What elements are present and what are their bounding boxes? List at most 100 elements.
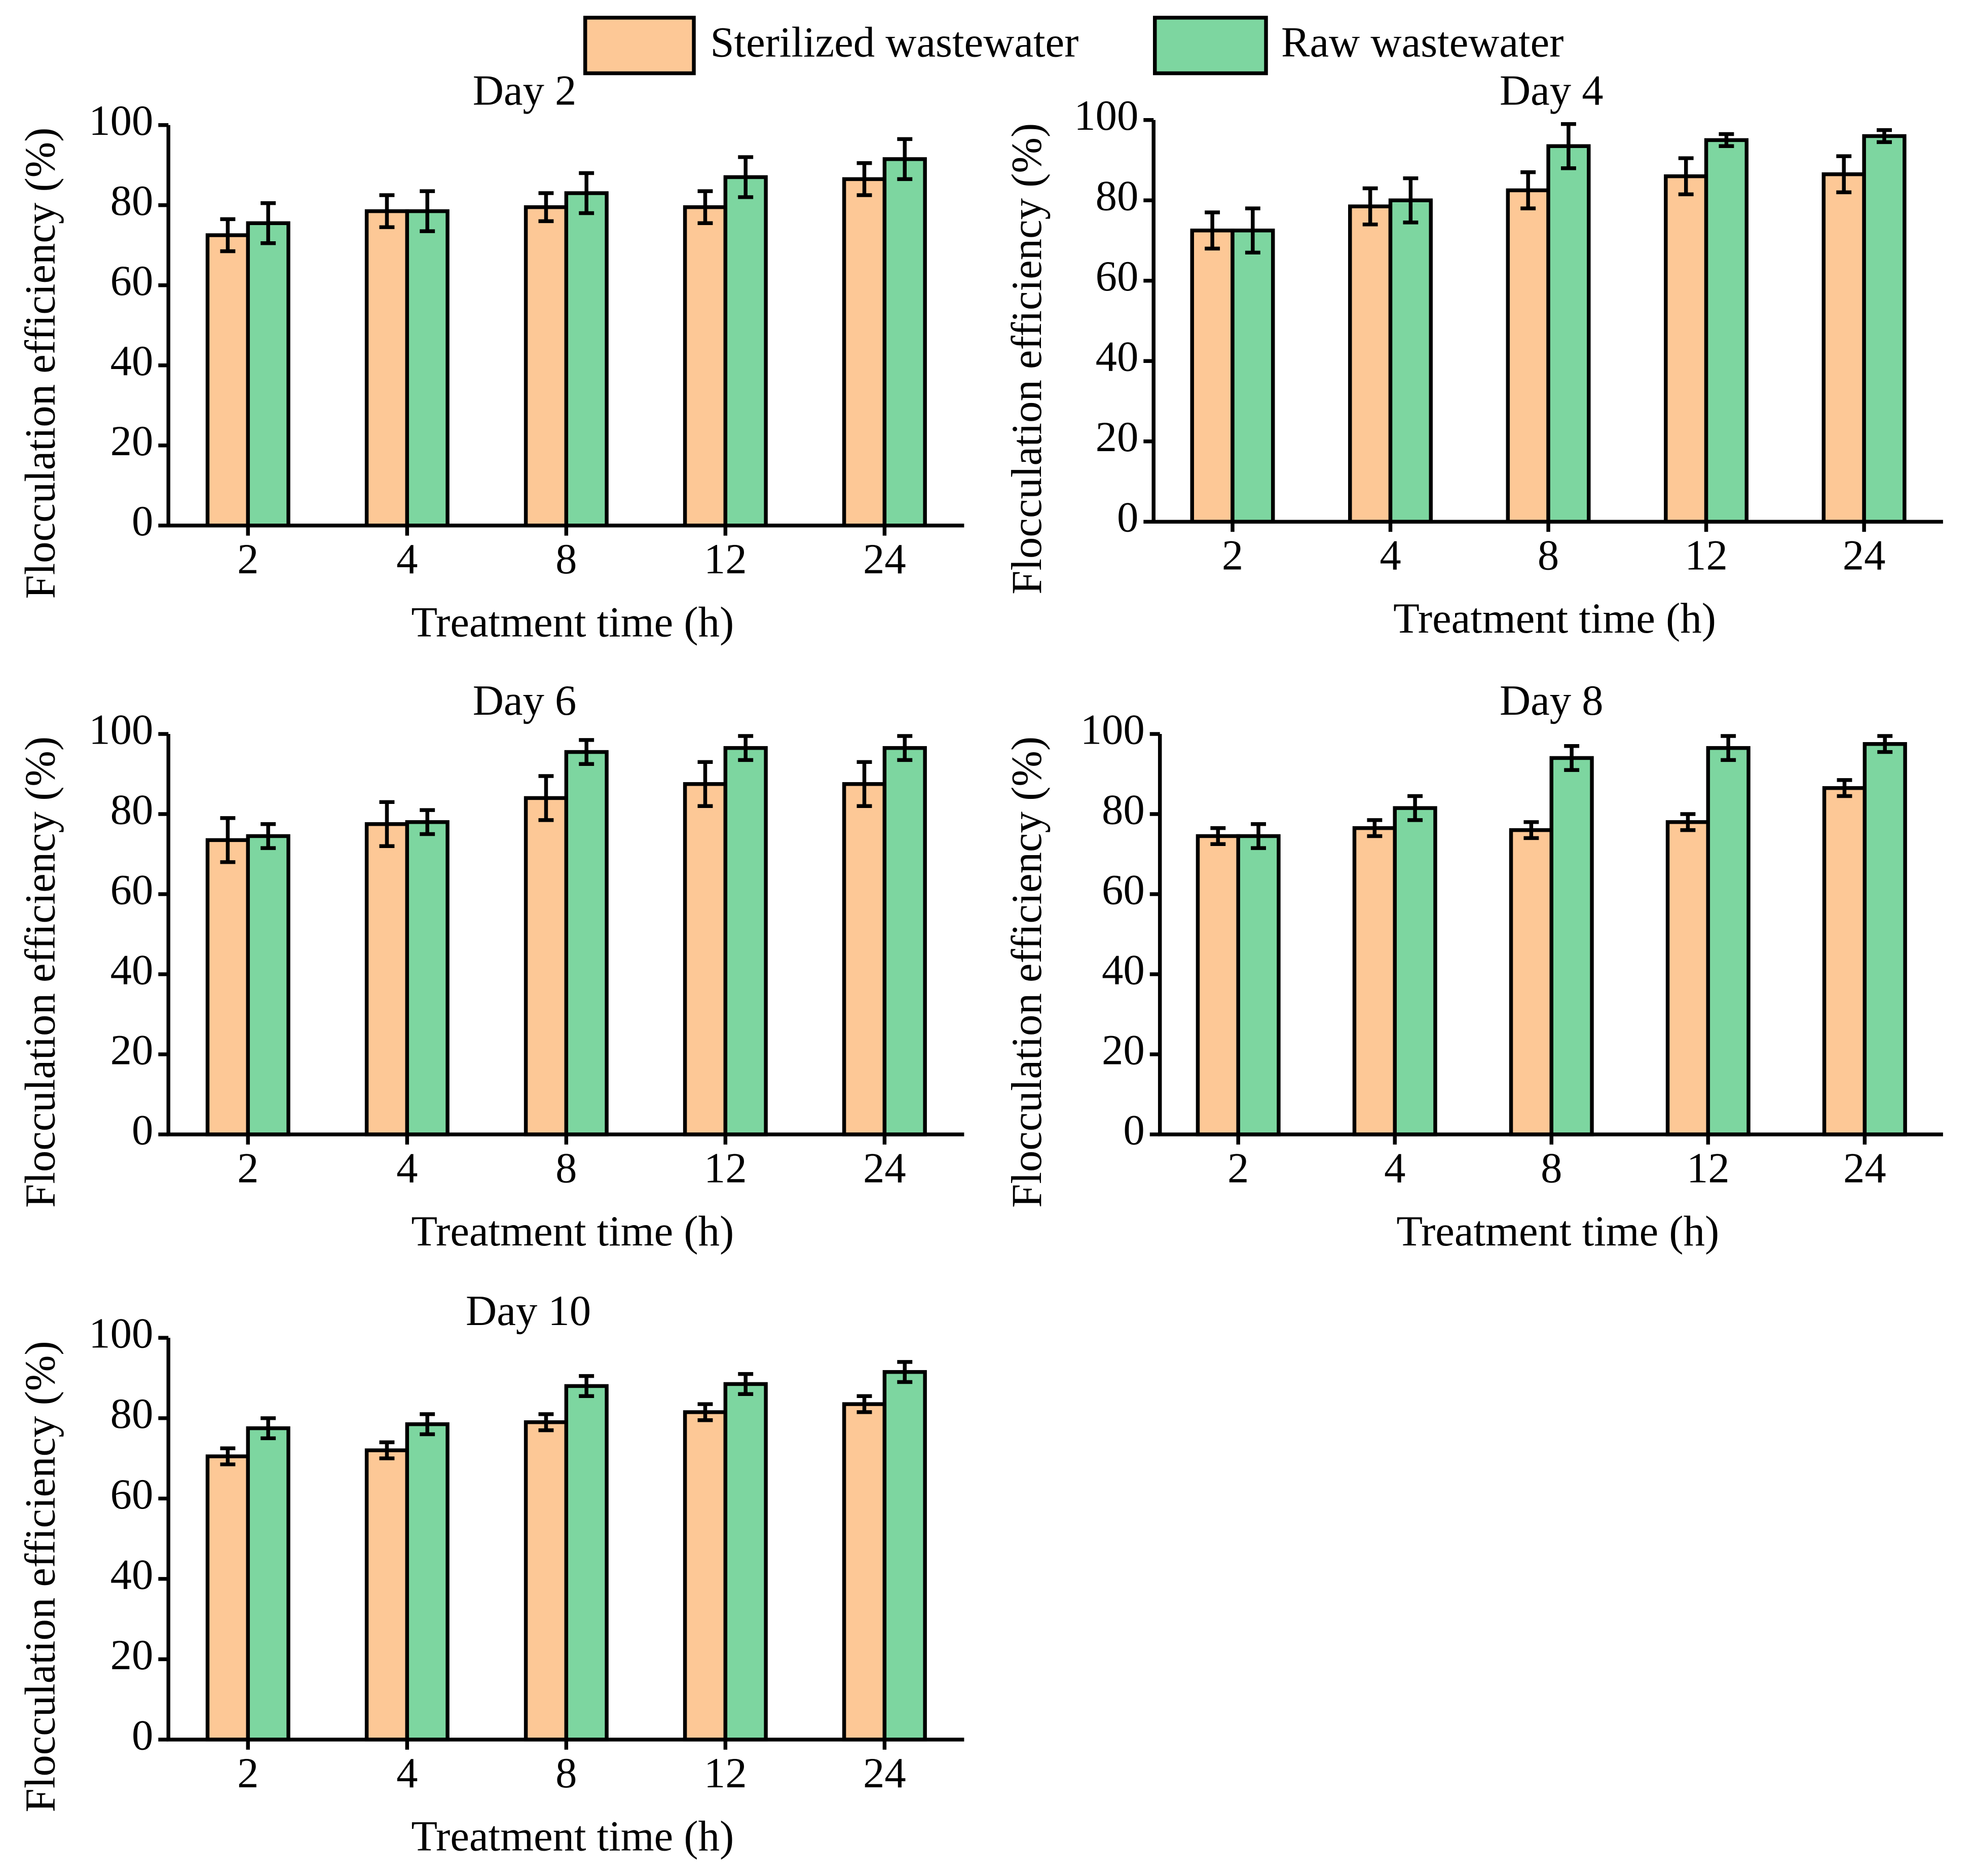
y-tick-label: 40	[110, 946, 154, 994]
bar	[405, 209, 450, 528]
bar	[205, 838, 250, 1136]
x-tick-label: 24	[863, 1749, 906, 1797]
bar	[1821, 172, 1866, 524]
bar	[683, 205, 728, 528]
bar	[842, 782, 887, 1136]
x-tick-label: 8	[555, 535, 577, 583]
x-axis-title: Treatment time (h)	[411, 1207, 734, 1255]
bar	[1236, 834, 1281, 1136]
x-tick-label: 8	[555, 1144, 577, 1192]
y-tick-label: 0	[1123, 1106, 1144, 1154]
y-tick-label: 0	[132, 1711, 153, 1759]
y-tick-label: 20	[1102, 1026, 1145, 1074]
bar	[246, 1426, 290, 1742]
error-bar	[220, 1446, 236, 1466]
error-bar	[856, 161, 872, 197]
y-tick-label: 0	[1117, 494, 1138, 541]
error-bar	[579, 171, 594, 215]
x-tick-label: 24	[863, 1144, 906, 1192]
x-tick-label: 2	[1227, 1144, 1249, 1192]
error-bar	[1362, 186, 1378, 227]
bar	[524, 796, 569, 1136]
error-bar	[1837, 778, 1852, 798]
x-axis-title: Treatment time (h)	[411, 599, 734, 646]
bar	[1862, 742, 1907, 1136]
x-tick-label: 12	[704, 1749, 747, 1797]
y-tick-label: 40	[1096, 333, 1139, 381]
bar	[1665, 820, 1710, 1136]
x-axis-title: Treatment time (h)	[1393, 595, 1716, 642]
axes	[1151, 120, 1943, 524]
error-bar	[1523, 820, 1539, 840]
bar	[882, 746, 927, 1136]
y-axis-title: Flocculation efficiency (%)	[16, 1341, 64, 1812]
y-tick-label: 100	[1080, 706, 1145, 753]
y-tick-label: 60	[110, 866, 154, 913]
error-bar	[1407, 794, 1423, 822]
x-tick-label: 2	[237, 1144, 258, 1192]
error-bar	[379, 1440, 395, 1460]
bar	[564, 1384, 609, 1742]
error-bar	[220, 217, 236, 253]
y-tick-label: 60	[110, 1470, 154, 1518]
bar	[205, 233, 250, 528]
bar	[1862, 134, 1907, 524]
error-bar	[738, 1372, 754, 1396]
axes	[166, 1338, 964, 1742]
y-tick-label: 80	[1102, 786, 1145, 833]
bar	[564, 191, 609, 528]
x-tick-label: 24	[1843, 532, 1886, 579]
x-tick-label: 4	[396, 1749, 418, 1797]
bar	[1822, 786, 1867, 1136]
x-tick-label: 4	[1380, 532, 1401, 579]
axes	[166, 734, 964, 1136]
error-bar	[220, 816, 236, 864]
chart-title: Day 8	[1500, 677, 1604, 724]
x-tick-label: 12	[1685, 532, 1728, 579]
y-tick-label: 80	[110, 786, 154, 833]
legend-label: Raw wastewater	[1281, 19, 1564, 66]
bar	[1388, 198, 1433, 524]
bar	[842, 177, 887, 528]
error-bar	[1205, 210, 1220, 251]
chart-title: Day 2	[473, 66, 577, 114]
error-bar	[1836, 154, 1852, 195]
error-bar	[420, 189, 435, 233]
error-bar	[1678, 156, 1694, 197]
y-axis-title: Flocculation efficiency (%)	[1003, 123, 1051, 595]
error-bar	[1251, 822, 1266, 850]
error-bar	[420, 1412, 435, 1437]
x-tick-label: 2	[237, 1749, 258, 1797]
bar	[246, 221, 290, 528]
error-bar	[379, 800, 395, 848]
error-bar	[697, 1402, 713, 1422]
error-bar	[1367, 818, 1383, 838]
y-tick-label: 80	[110, 177, 154, 225]
error-bar	[897, 137, 913, 181]
legend-swatch	[583, 16, 696, 76]
x-tick-label: 24	[863, 535, 906, 583]
error-bar	[1560, 122, 1576, 170]
bar	[1546, 144, 1591, 524]
x-tick-label: 8	[1541, 1144, 1562, 1192]
bar	[1704, 138, 1749, 524]
legend-swatch	[1152, 16, 1268, 76]
error-bar	[260, 201, 276, 245]
bar	[205, 1454, 250, 1742]
x-axis-title: Treatment time (h)	[1396, 1207, 1719, 1255]
bar	[842, 1402, 887, 1742]
y-tick-label: 20	[110, 417, 154, 465]
x-tick-label: 12	[1687, 1144, 1730, 1192]
y-tick-label: 100	[89, 97, 153, 144]
y-tick-label: 40	[1102, 946, 1145, 994]
bar	[524, 205, 569, 528]
y-tick-label: 60	[110, 257, 154, 305]
error-bar	[1680, 812, 1696, 832]
bar	[1506, 188, 1550, 524]
y-tick-label: 0	[132, 1106, 153, 1154]
error-bar	[1403, 176, 1419, 225]
error-bar	[579, 1374, 594, 1398]
bar	[1706, 746, 1750, 1136]
bar	[683, 782, 728, 1136]
y-tick-label: 100	[89, 1310, 153, 1357]
